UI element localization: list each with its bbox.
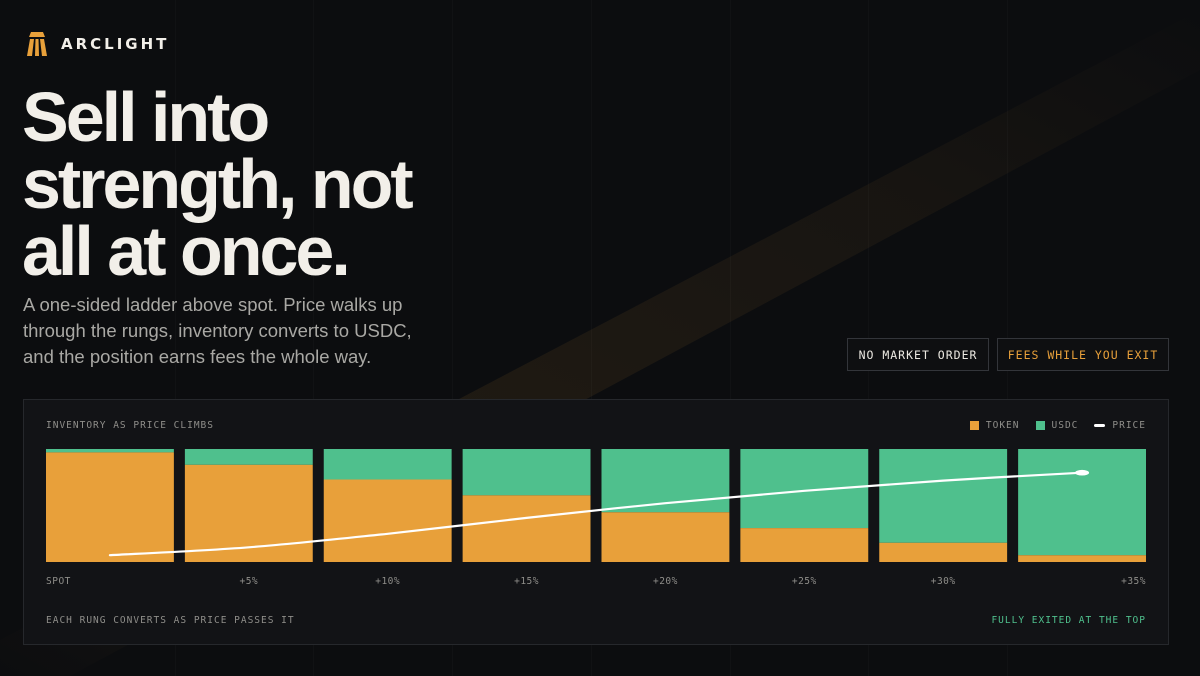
token-bar-segment [601, 512, 730, 562]
no-market-order-tag: NO MARKET ORDER [847, 338, 989, 371]
price-line-swatch [1094, 424, 1106, 427]
token-bar-segment [184, 464, 313, 562]
panel-title: INVENTORY AS PRICE CLIMBS [46, 420, 214, 431]
token-swatch [969, 421, 979, 430]
usdc-bar-segment [879, 449, 1008, 543]
usdc-bar-segment [46, 449, 174, 453]
x-tick-label: +30% [931, 576, 956, 587]
headline: Sell into strength, not all at once. [22, 78, 414, 290]
x-tick-label: SPOT [46, 576, 71, 587]
usdc-bar-segment [1018, 449, 1146, 556]
legend-item-usdc: USDC [1035, 420, 1079, 431]
legend-item-token: TOKEN [969, 420, 1020, 431]
token-bar-segment [462, 495, 591, 562]
headline-line: all at once. [22, 212, 351, 290]
subhead: A one-sided ladder above spot. Price wal… [23, 294, 412, 367]
usdc-bar-segment [601, 449, 730, 513]
x-tick-label: +25% [792, 576, 817, 587]
brand-name: ARCLIGHT [61, 35, 170, 53]
headline-line: Sell into [22, 78, 270, 156]
token-bar-segment [46, 452, 174, 562]
x-tick-label: +20% [653, 576, 678, 587]
price-line-endpoint [1075, 469, 1090, 476]
legend-label: PRICE [1112, 420, 1146, 431]
x-tick-label: +35% [1121, 576, 1146, 587]
token-bar-segment [879, 542, 1008, 562]
fees-while-you-exit-tag: FEES WHILE YOU EXIT [997, 338, 1169, 371]
legend-label: TOKEN [985, 420, 1020, 431]
brand[interactable]: ARCLIGHT [27, 32, 169, 56]
usdc-bar-segment [323, 449, 452, 480]
usdc-bar-segment [184, 449, 313, 465]
inventory-chart-panel: SPOT +5% +10% +15% +20% +25% +30% +35% INVENTOR… [23, 399, 1169, 645]
chart-legend: TOKEN USDC PRICE [954, 420, 1146, 431]
inventory-chart: SPOT +5% +10% +15% +20% +25% +30% +35% [46, 449, 1146, 587]
token-bar-segment [323, 479, 452, 562]
arch-logo-icon [27, 32, 47, 56]
legend-item-price: PRICE [1094, 420, 1146, 431]
usdc-bar-segment [462, 449, 591, 496]
price-line [108, 471, 1084, 557]
fully-exited-note: FULLY EXITED AT THE TOP [991, 615, 1146, 626]
legend-label: USDC [1051, 420, 1079, 431]
x-tick-label: +10% [375, 576, 400, 587]
x-tick-label: +15% [514, 576, 539, 587]
headline-line: strength, not [22, 145, 414, 223]
token-bar-segment [1018, 555, 1146, 562]
usdc-swatch [1035, 421, 1045, 430]
x-tick-label: +5% [239, 576, 258, 587]
token-bar-segment [740, 528, 869, 562]
chart-footnote: EACH RUNG CONVERTS AS PRICE PASSES IT [46, 615, 295, 626]
